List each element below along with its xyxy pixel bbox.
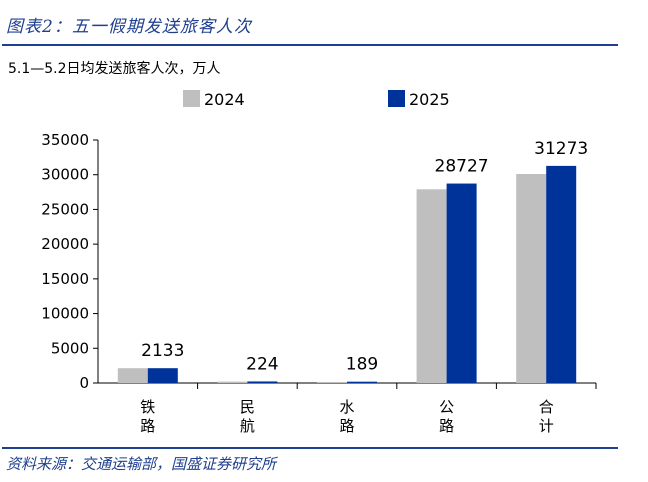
- y-tick-label: 30000: [41, 166, 89, 184]
- axes: 05000100001500020000250003000035000铁路民航水…: [41, 131, 597, 435]
- data-label: 189: [346, 355, 378, 375]
- source-note: 资料来源：交通运输部，国盛证券研究所: [6, 455, 277, 473]
- legend-swatch-2025: [388, 90, 405, 107]
- top-rule: [2, 44, 618, 46]
- bar-2025: [446, 183, 477, 383]
- x-category-label: 路: [439, 417, 454, 435]
- data-labels: 2133 224 189 28727 31273: [141, 139, 588, 375]
- y-tick-label: 0: [79, 374, 89, 392]
- legend: 2024 2025: [183, 90, 450, 109]
- bar-2025: [247, 381, 278, 383]
- x-category-label: 航: [240, 417, 255, 435]
- x-category-label: 计: [539, 417, 554, 435]
- x-category-label: 路: [339, 417, 354, 435]
- x-category-label: 公: [439, 398, 454, 416]
- x-category-label: 路: [140, 417, 155, 435]
- legend-label-2024: 2024: [204, 90, 245, 109]
- x-category-label: 合: [539, 398, 554, 416]
- bar-2024: [317, 381, 347, 383]
- bar-2024: [416, 189, 447, 383]
- bar-2024: [516, 174, 547, 383]
- y-tick-label: 35000: [41, 131, 89, 149]
- x-category-label: 水: [339, 398, 354, 416]
- x-category-label: 铁: [140, 398, 155, 416]
- data-label: 2133: [141, 341, 184, 361]
- legend-swatch-2024: [183, 90, 200, 107]
- y-tick-label: 15000: [41, 270, 89, 288]
- y-tick-label: 5000: [51, 339, 89, 357]
- bars: [117, 165, 577, 383]
- y-tick-label: 25000: [41, 200, 89, 218]
- data-label: 224: [246, 354, 278, 374]
- bar-2024: [117, 368, 148, 383]
- chart-subtitle: 5.1—5.2日均发送旅客人次，万人: [8, 60, 221, 77]
- x-category-label: 民: [240, 398, 255, 416]
- y-tick-label: 20000: [41, 235, 89, 253]
- figure-title: 图表2：五一假期发送旅客人次: [6, 17, 252, 37]
- bottom-rule: [2, 447, 618, 449]
- y-tick-label: 10000: [41, 305, 89, 323]
- bar-2024: [217, 381, 248, 383]
- bar-2025: [147, 368, 178, 383]
- bar-2025: [546, 165, 577, 383]
- legend-label-2025: 2025: [409, 90, 450, 109]
- data-label: 28727: [435, 157, 489, 177]
- data-label: 31273: [534, 139, 588, 159]
- bar-2025: [347, 381, 377, 383]
